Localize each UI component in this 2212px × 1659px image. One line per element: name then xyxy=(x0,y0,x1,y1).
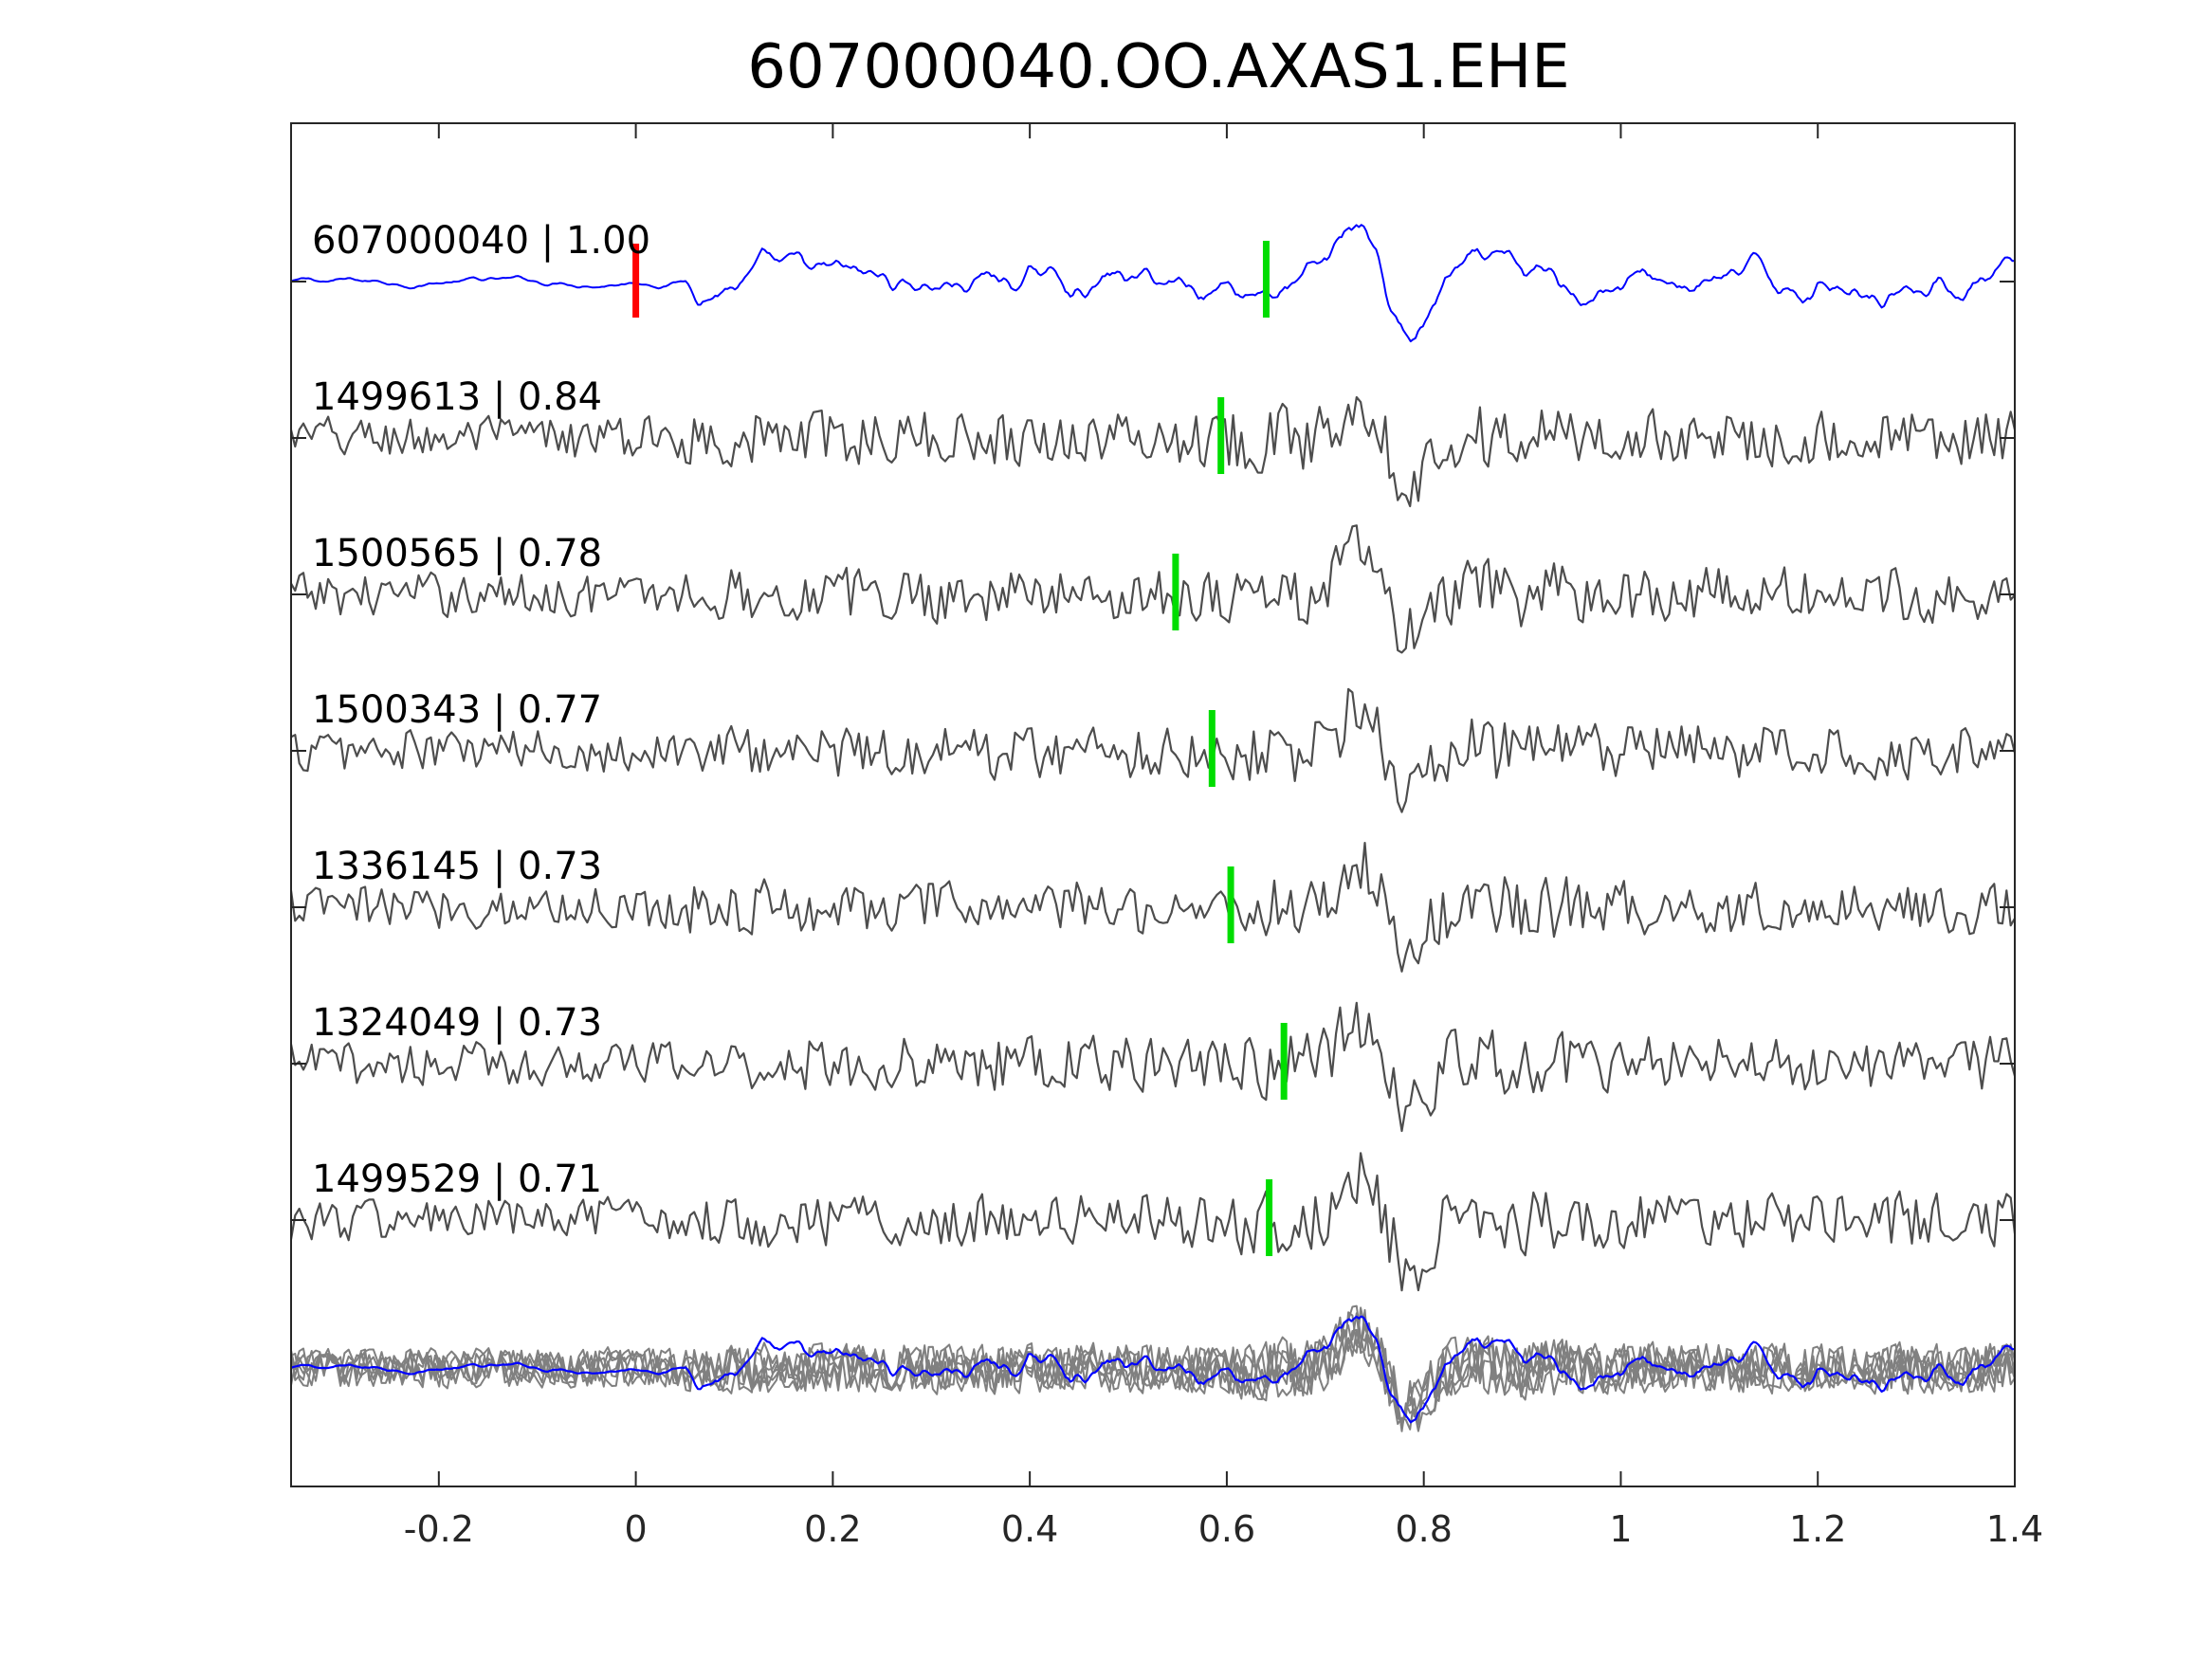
trace-labels-layer: 607000040 | 1.00 1499613 | 0.84 1500565 | … xyxy=(312,219,650,1201)
trace-1499613 xyxy=(289,395,2017,508)
trace-1500565 xyxy=(290,524,2016,654)
x-tick-label: 0.2 xyxy=(804,1508,861,1550)
x-tick-label: 1.4 xyxy=(1986,1508,2043,1550)
x-tick-label: 0.6 xyxy=(1198,1508,1255,1550)
trace-607000040 xyxy=(290,224,2016,343)
x-tick-label: 0.4 xyxy=(1001,1508,1058,1550)
trace-1324049 xyxy=(289,1001,2017,1133)
x-tick-label: 0 xyxy=(625,1508,648,1550)
trace-1499529 xyxy=(289,1152,2017,1292)
stack-trace-1499529 xyxy=(290,1306,2016,1432)
plot-frame xyxy=(290,122,2016,1487)
trace-label-1336145: 1336145 | 0.73 xyxy=(312,845,602,888)
chart-title: 607000040.OO.AXAS1.EHE xyxy=(747,32,1569,102)
trace-1500343 xyxy=(290,687,2017,813)
x-tick-label: -0.2 xyxy=(404,1508,474,1550)
trace-label-1499529: 1499529 | 0.71 xyxy=(312,1158,602,1201)
trace-label-1499613: 1499613 | 0.84 xyxy=(312,375,602,419)
trace-label-607000040: 607000040 | 1.00 xyxy=(312,219,650,263)
trace-label-1500565: 1500565 | 0.78 xyxy=(312,532,602,575)
axes-layer: -0.2 0 0.2 0.4 0.6 0.8 1 1.2 1.4 xyxy=(290,122,2043,1550)
traces-layer xyxy=(289,224,2017,1432)
x-tick-label: 1 xyxy=(1609,1508,1632,1550)
trace-1336145 xyxy=(289,842,2016,973)
trace-label-1324049: 1324049 | 0.73 xyxy=(312,1001,602,1045)
stack-trace-master xyxy=(290,1315,2016,1424)
trace-label-1500343: 1500343 | 0.77 xyxy=(312,688,602,732)
x-tick-label: 0.8 xyxy=(1395,1508,1452,1550)
picks-layer xyxy=(632,241,1288,1256)
x-tick-label: 1.2 xyxy=(1789,1508,1846,1550)
